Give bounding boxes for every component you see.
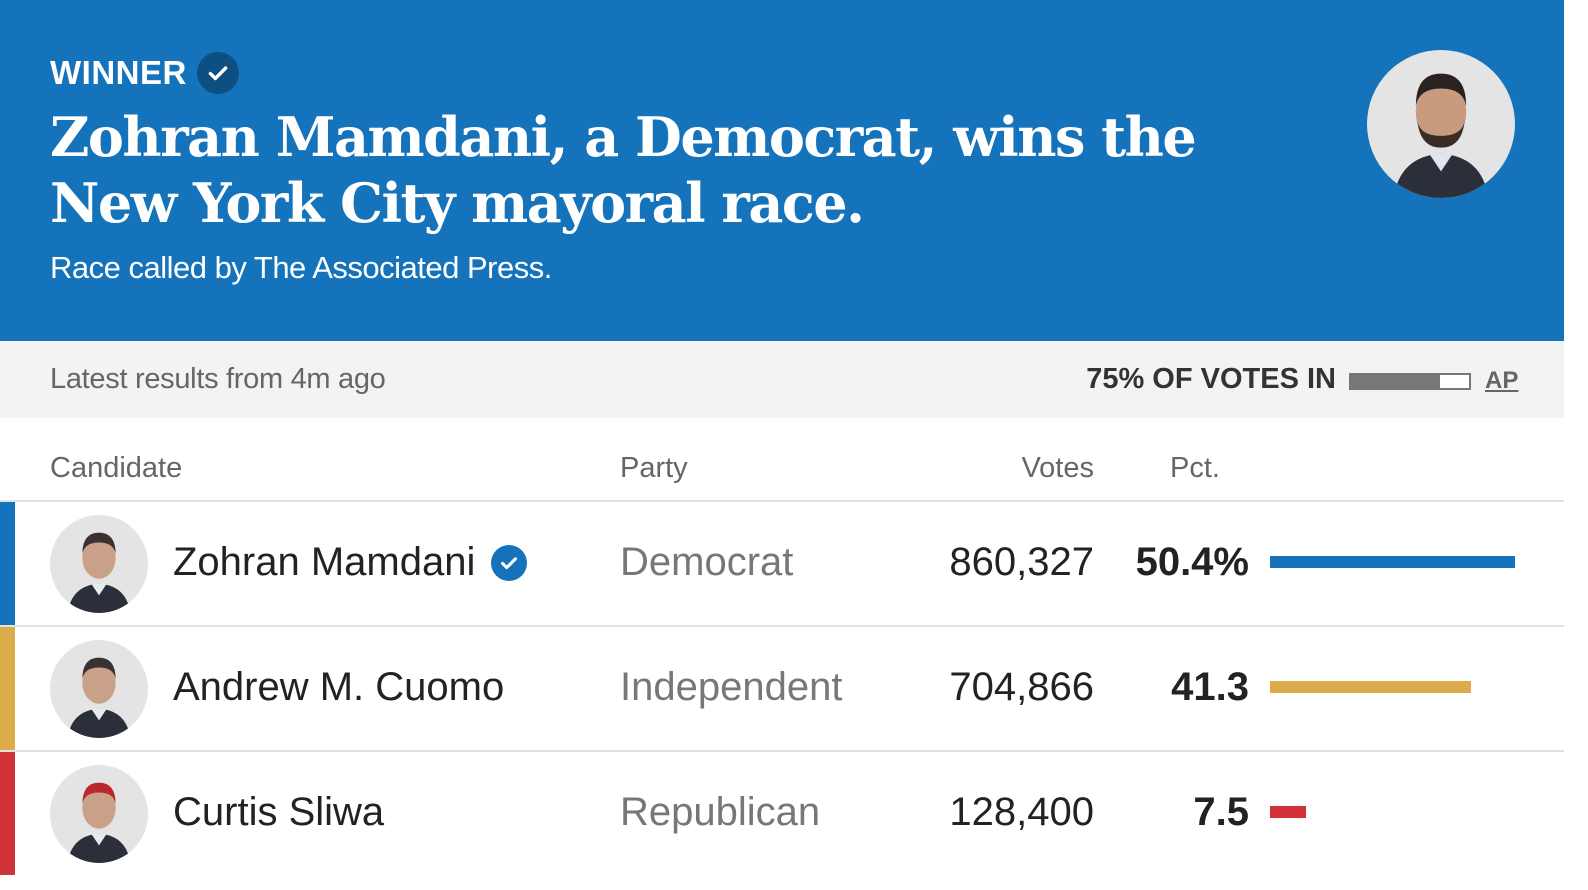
latest-results-time: Latest results from 4m ago: [50, 363, 386, 395]
source-link-ap[interactable]: AP: [1485, 367, 1519, 394]
candidate-pct: 7.5: [1193, 790, 1249, 834]
winner-check-icon: [491, 544, 528, 581]
candidate-name-text: Curtis Sliwa: [173, 790, 385, 834]
candidate-name-text: Andrew M. Cuomo: [173, 665, 505, 709]
candidate-pct: 41.3: [1171, 665, 1249, 709]
vote-share-bar: [1270, 556, 1515, 568]
candidate-pct: 50.4%: [1135, 540, 1249, 584]
column-header-party: Party: [620, 452, 688, 484]
headline: Zohran Mamdani, a Democrat, wins the New…: [50, 105, 1197, 235]
candidate-name: Andrew M. Cuomo: [173, 665, 504, 710]
candidate-photo: [50, 640, 148, 738]
candidate-party: Republican: [620, 790, 821, 834]
candidate-name-text: Zohran Mamdani: [173, 540, 476, 584]
candidate-votes: 128,400: [949, 790, 1094, 834]
winner-banner: WINNER Zohran Mamdani, a Democrat, wins …: [0, 0, 1564, 341]
candidate-name: Curtis Sliwa: [173, 790, 384, 835]
candidate-votes: 704,866: [949, 665, 1094, 709]
candidate-row: Andrew M. Cuomo Independent 704,866 41.3: [0, 625, 1564, 750]
candidate-row: Zohran Mamdani Democrat 860,327 50.4%: [0, 500, 1564, 625]
column-header-candidate: Candidate: [50, 452, 183, 484]
party-color-stripe: [0, 752, 15, 875]
party-color-stripe: [0, 502, 15, 625]
candidate-photo: [50, 765, 148, 863]
column-header-pct: Pct.: [1170, 452, 1220, 484]
candidate-party: Independent: [620, 665, 843, 709]
party-color-stripe: [0, 627, 15, 750]
winner-photo: [1367, 50, 1515, 198]
candidate-party: Democrat: [620, 540, 794, 584]
candidate-name: Zohran Mamdani: [173, 540, 528, 585]
vote-share-bar: [1270, 806, 1307, 818]
winner-badge: WINNER: [50, 52, 239, 94]
votes-in-progress-fill: [1351, 375, 1440, 388]
subhead: Race called by The Associated Press.: [50, 250, 552, 285]
votes-in-label: 75% OF VOTES IN: [1086, 363, 1336, 395]
column-header-votes: Votes: [1021, 452, 1094, 484]
candidate-row: Curtis Sliwa Republican 128,400 7.5: [0, 750, 1564, 875]
candidate-votes: 860,327: [949, 540, 1094, 584]
check-icon: [196, 52, 239, 94]
votes-in-progress-bar: [1349, 373, 1471, 390]
winner-label: WINNER: [50, 54, 187, 91]
vote-share-bar: [1270, 681, 1471, 693]
results-status-bar: Latest results from 4m ago 75% OF VOTES …: [0, 341, 1564, 418]
candidate-photo: [50, 515, 148, 613]
